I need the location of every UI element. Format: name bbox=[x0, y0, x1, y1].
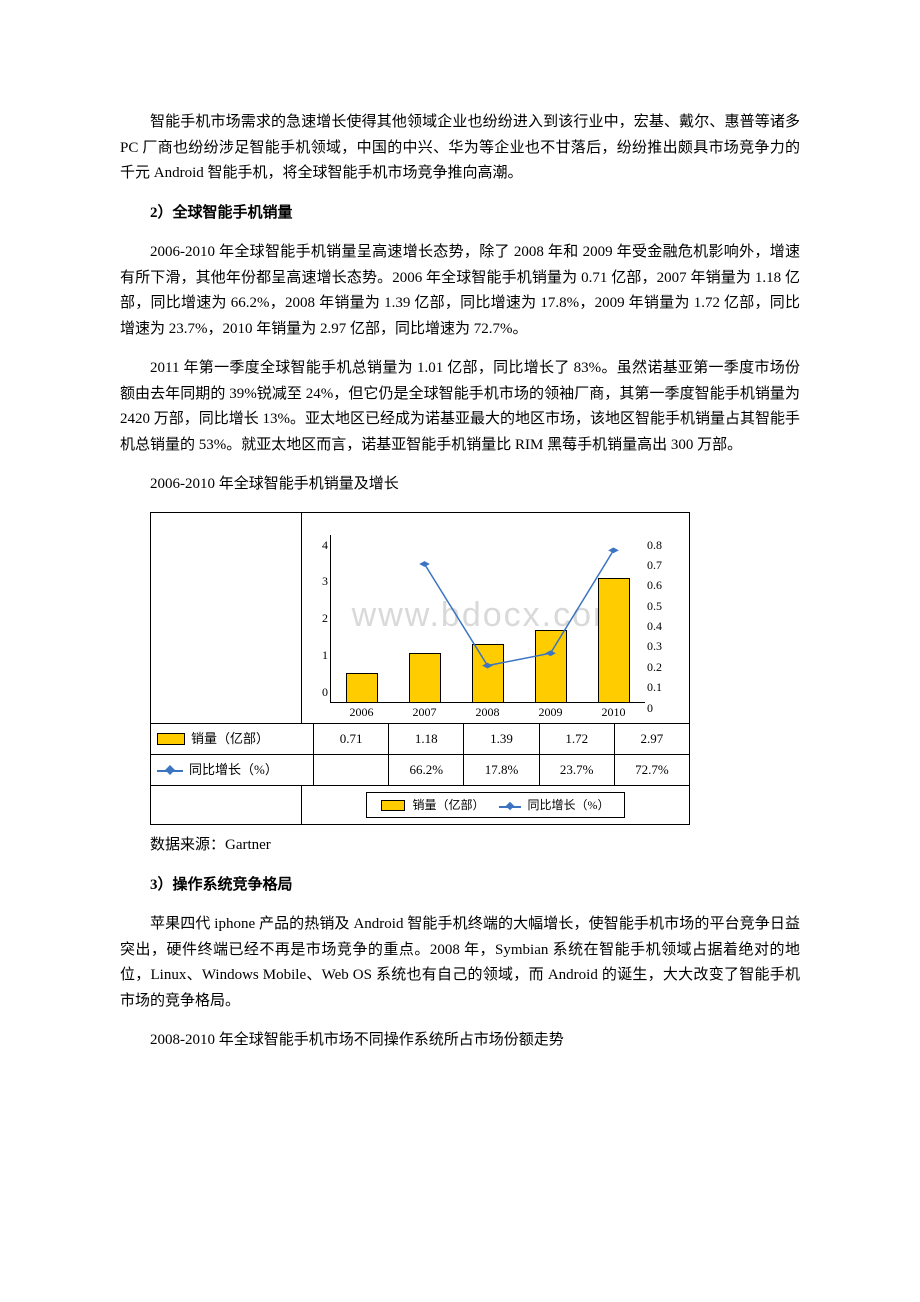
bar-cell: 1.72 bbox=[540, 724, 615, 754]
chart-source: 数据来源：Gartner bbox=[120, 833, 800, 859]
ytick-right: 0.7 bbox=[647, 555, 662, 575]
chart-plot: 4 3 2 1 0 www.bdocx.com 2006 2007 2008 bbox=[302, 513, 689, 723]
line-cell: 17.8% bbox=[464, 755, 539, 785]
y-axis-right: 0.8 0.7 0.6 0.5 0.4 0.3 0.2 0.1 0 bbox=[647, 531, 679, 723]
chart-caption: 2006-2010 年全球智能手机销量及增长 bbox=[120, 472, 800, 498]
paragraph-1: 智能手机市场需求的急速增长使得其他领域企业也纷纷进入到该行业中，宏基、戴尔、惠普… bbox=[120, 110, 800, 187]
chart-data-table: 销量（亿部） 0.71 1.18 1.39 1.72 2.97 同比增长（%） bbox=[151, 724, 689, 785]
ytick-right: 0.5 bbox=[647, 596, 662, 616]
ytick-right: 0.8 bbox=[647, 535, 662, 555]
bar-swatch-icon bbox=[381, 800, 405, 811]
ytick-left: 1 bbox=[322, 645, 328, 665]
bar-cell: 2.97 bbox=[615, 724, 689, 754]
line-series-label: 同比增长（%） bbox=[189, 759, 278, 781]
chart-left-stub bbox=[151, 513, 302, 723]
line-cell: 23.7% bbox=[540, 755, 615, 785]
ytick-left: 0 bbox=[322, 682, 328, 702]
ytick-left: 4 bbox=[322, 535, 328, 555]
ytick-left: 3 bbox=[322, 571, 328, 591]
ytick-right: 0 bbox=[647, 698, 653, 718]
bar-cell: 1.39 bbox=[464, 724, 539, 754]
ytick-right: 0.1 bbox=[647, 677, 662, 697]
xtick: 2008 bbox=[456, 702, 519, 722]
legend-left-stub bbox=[151, 786, 302, 824]
line-series-svg bbox=[330, 535, 645, 703]
data-row-line: 同比增长（%） 66.2% 17.8% 23.7% 72.7% bbox=[151, 755, 689, 785]
paragraph-5: 2008-2010 年全球智能手机市场不同操作系统所占市场份额走势 bbox=[120, 1028, 800, 1054]
bar-swatch-icon bbox=[157, 733, 185, 745]
heading-2: 2）全球智能手机销量 bbox=[120, 201, 800, 227]
heading-3: 3）操作系统竞争格局 bbox=[120, 873, 800, 899]
ytick-right: 0.4 bbox=[647, 616, 662, 636]
chart-legend: 销量（亿部） 同比增长（%） bbox=[302, 786, 689, 824]
xtick: 2009 bbox=[519, 702, 582, 722]
chart-legend-row: 销量（亿部） 同比增长（%） bbox=[151, 785, 689, 824]
bar-series-label: 销量（亿部） bbox=[191, 728, 269, 750]
data-row-bars: 销量（亿部） 0.71 1.18 1.39 1.72 2.97 bbox=[151, 724, 689, 755]
line-swatch-icon bbox=[499, 801, 521, 810]
paragraph-4: 苹果四代 iphone 产品的热销及 Android 智能手机终端的大幅增长，使… bbox=[120, 912, 800, 1014]
legend-bar-label: 销量（亿部） bbox=[412, 798, 484, 812]
legend-line-label: 同比增长（%） bbox=[528, 798, 610, 812]
sales-chart: 4 3 2 1 0 www.bdocx.com 2006 2007 2008 bbox=[150, 512, 690, 826]
line-cell bbox=[314, 755, 389, 785]
plot-inner: www.bdocx.com 2006 2007 2008 2009 2010 bbox=[330, 535, 645, 723]
y-axis-left: 4 3 2 1 0 bbox=[306, 531, 328, 723]
row-label-line: 同比增长（%） bbox=[151, 755, 314, 785]
document-page: 智能手机市场需求的急速增长使得其他领域企业也纷纷进入到该行业中，宏基、戴尔、惠普… bbox=[0, 0, 920, 1302]
row-label-bars: 销量（亿部） bbox=[151, 724, 314, 754]
paragraph-2: 2006-2010 年全球智能手机销量呈高速增长态势，除了 2008 年和 20… bbox=[120, 240, 800, 342]
line-cell: 66.2% bbox=[389, 755, 464, 785]
bar-cell: 1.18 bbox=[389, 724, 464, 754]
xtick: 2010 bbox=[582, 702, 645, 722]
legend-item-line: 同比增长（%） bbox=[499, 795, 610, 815]
legend-item-bar: 销量（亿部） bbox=[381, 795, 484, 815]
ytick-right: 0.3 bbox=[647, 636, 662, 656]
x-axis-labels: 2006 2007 2008 2009 2010 bbox=[330, 703, 645, 723]
line-cell: 72.7% bbox=[615, 755, 689, 785]
legend-inner: 销量（亿部） 同比增长（%） bbox=[366, 792, 624, 818]
line-values-row: 66.2% 17.8% 23.7% 72.7% bbox=[314, 755, 689, 785]
ytick-right: 0.2 bbox=[647, 657, 662, 677]
ytick-left: 2 bbox=[322, 608, 328, 628]
line-swatch-icon bbox=[157, 765, 183, 775]
xtick: 2006 bbox=[330, 702, 393, 722]
chart-plot-area: 4 3 2 1 0 www.bdocx.com 2006 2007 2008 bbox=[151, 513, 689, 724]
ytick-right: 0.6 bbox=[647, 575, 662, 595]
bar-values-row: 0.71 1.18 1.39 1.72 2.97 bbox=[314, 724, 689, 754]
paragraph-3: 2011 年第一季度全球智能手机总销量为 1.01 亿部，同比增长了 83%。虽… bbox=[120, 356, 800, 458]
bar-cell: 0.71 bbox=[314, 724, 389, 754]
xtick: 2007 bbox=[393, 702, 456, 722]
